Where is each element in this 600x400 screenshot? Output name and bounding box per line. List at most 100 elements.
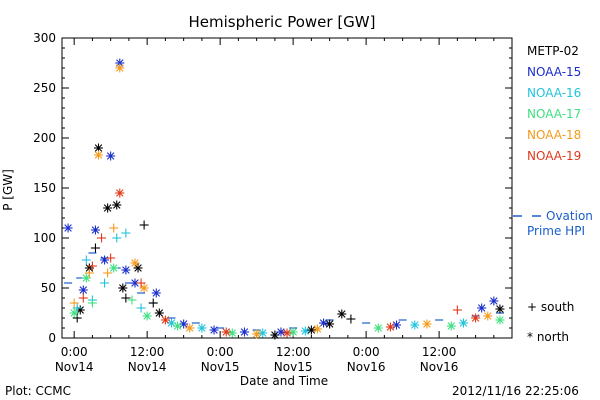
data-point-noaa-17 (109, 263, 119, 273)
x-tick-date-label: Nov16 (347, 360, 386, 374)
data-point-noaa-16 (300, 326, 310, 336)
data-point-noaa-19 (87, 261, 97, 271)
data-point-noaa-15 (151, 288, 161, 298)
data-point-noaa-15 (106, 151, 116, 161)
x-tick-date-label: Nov15 (201, 360, 240, 374)
y-axis: 0 50 100 150 200 250 300 (33, 31, 512, 345)
ovation-series (64, 252, 504, 331)
data-point-noaa-17 (81, 273, 91, 283)
data-point-noaa-18 (109, 223, 119, 233)
x-tick-date-label: Nov14 (55, 360, 94, 374)
data-point-noaa-18 (115, 63, 125, 73)
marker-key: + south * north (527, 300, 574, 344)
y-tick-label: 50 (41, 281, 56, 295)
data-point-noaa-19 (452, 305, 462, 315)
ovation-legend: Ovation Prime HPI (513, 209, 593, 238)
x-tick-label: 0:00 (353, 345, 380, 359)
data-point-noaa-19 (136, 278, 146, 288)
plot-border (61, 37, 513, 339)
data-point-metp-02 (337, 309, 347, 319)
data-point-metp-02 (133, 263, 143, 273)
legend-entry-noaa-16: NOAA-16 (527, 86, 581, 100)
data-point-noaa-15 (90, 225, 100, 235)
data-point-noaa-15 (209, 325, 219, 335)
data-point-noaa-19 (221, 327, 231, 337)
data-point-noaa-19 (115, 188, 125, 198)
chart-title: Hemispheric Power [GW] (189, 13, 376, 31)
data-point-noaa-15 (276, 327, 286, 337)
legend-entry-noaa-15: NOAA-15 (527, 65, 581, 79)
data-point-noaa-16 (458, 318, 468, 328)
data-point-metp-02 (325, 319, 335, 329)
data-point-noaa-16 (258, 328, 268, 338)
x-tick-label: 12:00 (276, 345, 311, 359)
x-tick-label: 12:00 (130, 345, 165, 359)
data-point-metp-02 (154, 308, 164, 318)
x-tick-date-label: Nov16 (420, 360, 459, 374)
data-point-noaa-15 (78, 285, 88, 295)
legend-entry-metp-02: METP-02 (527, 44, 579, 58)
data-point-metp-02 (118, 283, 128, 293)
x-tick-date-label: Nov15 (274, 360, 313, 374)
data-point-noaa-15 (392, 320, 402, 330)
data-point-noaa-18 (252, 329, 262, 339)
data-point-noaa-17 (127, 295, 137, 305)
y-tick-label: 0 (48, 331, 56, 345)
data-point-metp-02 (112, 200, 122, 210)
y-tick-label: 100 (33, 231, 56, 245)
x-axis-label: Date and Time (240, 374, 328, 388)
data-point-noaa-16 (136, 303, 146, 313)
legend-entry-noaa-18: NOAA-18 (527, 128, 581, 142)
data-point-noaa-19 (282, 328, 292, 338)
data-point-noaa-17 (142, 311, 152, 321)
marker-key-north: * north (527, 330, 569, 344)
y-tick-label: 300 (33, 31, 56, 45)
data-point-noaa-17 (495, 315, 505, 325)
data-point-noaa-16 (72, 303, 82, 313)
data-points (63, 58, 505, 340)
data-point-noaa-17 (227, 328, 237, 338)
plot-credit: Plot: CCMC (5, 384, 71, 398)
data-point-metp-02 (121, 293, 131, 303)
x-tick-label: 12:00 (422, 345, 457, 359)
data-point-noaa-17 (288, 327, 298, 337)
data-point-noaa-15 (179, 319, 189, 329)
data-point-noaa-17 (446, 321, 456, 331)
data-point-noaa-15 (63, 223, 73, 233)
data-point-noaa-19 (78, 293, 88, 303)
legend: METP-02 NOAA-15 NOAA-16 NOAA-17 NOAA-18 NOAA-… (527, 44, 581, 163)
data-point-metp-02 (90, 243, 100, 253)
x-axis: 0:00Nov1412:00Nov140:00Nov1512:00Nov150:… (55, 38, 495, 374)
x-tick-label: 0:00 (61, 345, 88, 359)
data-point-metp-02 (72, 313, 82, 323)
data-point-noaa-16 (410, 320, 420, 330)
data-point-noaa-15 (239, 327, 249, 337)
data-point-noaa-19 (106, 253, 116, 263)
y-tick-label: 250 (33, 81, 56, 95)
data-point-noaa-18 (130, 258, 140, 268)
data-point-noaa-18 (103, 268, 113, 278)
data-point-noaa-17 (69, 308, 79, 318)
x-tick-label: 0:00 (207, 345, 234, 359)
data-point-noaa-15 (121, 265, 131, 275)
y-tick-label: 150 (33, 181, 56, 195)
data-point-noaa-15 (489, 296, 499, 306)
data-point-noaa-16 (112, 233, 122, 243)
data-point-metp-02 (495, 304, 505, 314)
data-point-noaa-19 (160, 315, 170, 325)
data-point-noaa-18 (185, 323, 195, 333)
y-axis-label: P [GW] (1, 169, 15, 211)
data-point-noaa-16 (197, 323, 207, 333)
data-point-metp-02 (148, 298, 158, 308)
data-point-noaa-18 (93, 150, 103, 160)
data-point-noaa-15 (319, 318, 329, 328)
data-point-metp-02 (306, 325, 316, 335)
data-point-noaa-15 (100, 255, 110, 265)
data-point-noaa-17 (373, 323, 383, 333)
data-point-noaa-18 (139, 283, 149, 293)
data-point-noaa-19 (385, 322, 395, 332)
data-point-noaa-18 (312, 324, 322, 334)
legend-entry-noaa-19: NOAA-19 (527, 149, 581, 163)
plot-frame (61, 37, 513, 339)
data-point-noaa-17 (173, 321, 183, 331)
